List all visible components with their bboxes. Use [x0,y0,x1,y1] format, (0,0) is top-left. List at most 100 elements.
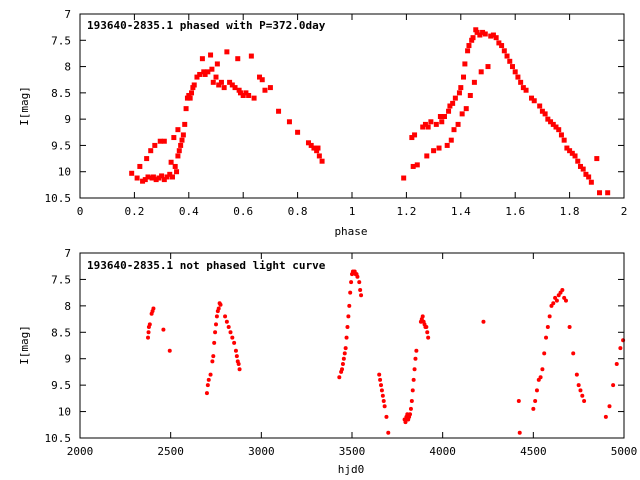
data-point [349,280,354,285]
data-point [341,356,346,361]
data-point [151,306,156,311]
data-point [553,124,559,130]
data-point [403,420,408,425]
data-point [493,35,499,41]
bottom-ylabel: I[mag] [18,325,31,365]
data-point [137,163,143,169]
x-tick-label: 3000 [248,445,275,458]
data-point [237,367,242,372]
data-point [236,87,242,93]
data-point [425,124,431,130]
data-point [531,98,537,104]
data-point [414,348,419,353]
data-point [499,43,505,49]
data-point [448,137,454,143]
data-point [455,121,461,127]
data-point [496,40,502,46]
data-point [189,90,195,96]
y-tick-label: 9.5 [51,379,71,392]
x-tick-label: 1.8 [560,205,580,218]
data-point [614,362,619,366]
data-point [382,404,387,409]
data-point [551,301,556,306]
data-point [518,79,524,85]
y-tick-label: 8 [64,61,71,74]
data-point [340,362,345,366]
data-point [428,119,434,125]
data-point [228,330,233,335]
data-point [560,288,565,292]
data-point [523,87,529,93]
data-point [224,49,230,55]
y-tick-label: 10 [58,406,71,419]
data-point [465,48,471,54]
data-point [576,383,581,388]
data-point [214,322,218,327]
x-tick-label: 3500 [339,445,366,458]
y-tick-label: 9.5 [51,139,71,152]
data-point [550,121,556,127]
data-point [176,148,182,154]
data-point [202,71,208,77]
x-tick-label: 1.4 [451,205,471,218]
data-point [588,179,594,185]
data-point [168,159,174,165]
data-point [516,399,521,403]
data-point [179,137,185,143]
data-point [401,175,407,181]
x-tick-label: 2000 [67,445,94,458]
data-point [471,79,477,85]
data-point [509,64,515,70]
data-point [156,175,162,181]
data-point [420,124,426,130]
data-point [337,375,342,380]
data-point [408,406,413,411]
bottom-title: 193640-2835.1 not phased light curve [87,259,326,272]
data-point [236,362,241,366]
x-tick-label: 4000 [429,445,456,458]
data-point [175,127,181,133]
data-point [146,330,151,335]
data-point [208,52,214,58]
data-point [129,170,135,176]
data-point [424,153,430,159]
x-tick-label: 1.6 [505,205,525,218]
data-point [446,108,452,114]
data-point [571,351,576,356]
y-tick-label: 9 [64,353,71,366]
x-tick-label: 5000 [611,445,638,458]
data-point [169,174,175,180]
data-point [232,340,237,345]
data-point [316,153,322,159]
data-point [205,69,211,75]
data-point [467,92,473,98]
data-point [209,66,215,72]
x-tick-label: 1.2 [396,205,416,218]
data-point [140,178,146,184]
data-point [243,90,249,96]
data-point [477,32,483,38]
data-point [567,325,572,329]
data-point [574,372,579,377]
data-point [223,314,228,319]
data-point [142,177,148,183]
data-point [456,90,462,96]
data-point [212,340,217,345]
data-point [451,127,457,133]
data-point [586,174,592,180]
data-point [224,319,229,324]
data-point [433,121,439,127]
data-point [218,79,224,85]
data-point [412,367,417,372]
data-point [412,132,418,138]
data-point [538,375,543,380]
x-tick-label: 4500 [520,445,547,458]
data-point [582,399,587,403]
data-point [216,82,222,88]
data-point [194,74,200,80]
data-point [379,388,384,393]
data-point [218,302,223,307]
data-point [205,383,210,388]
data-point [184,95,190,101]
data-point [311,145,317,151]
